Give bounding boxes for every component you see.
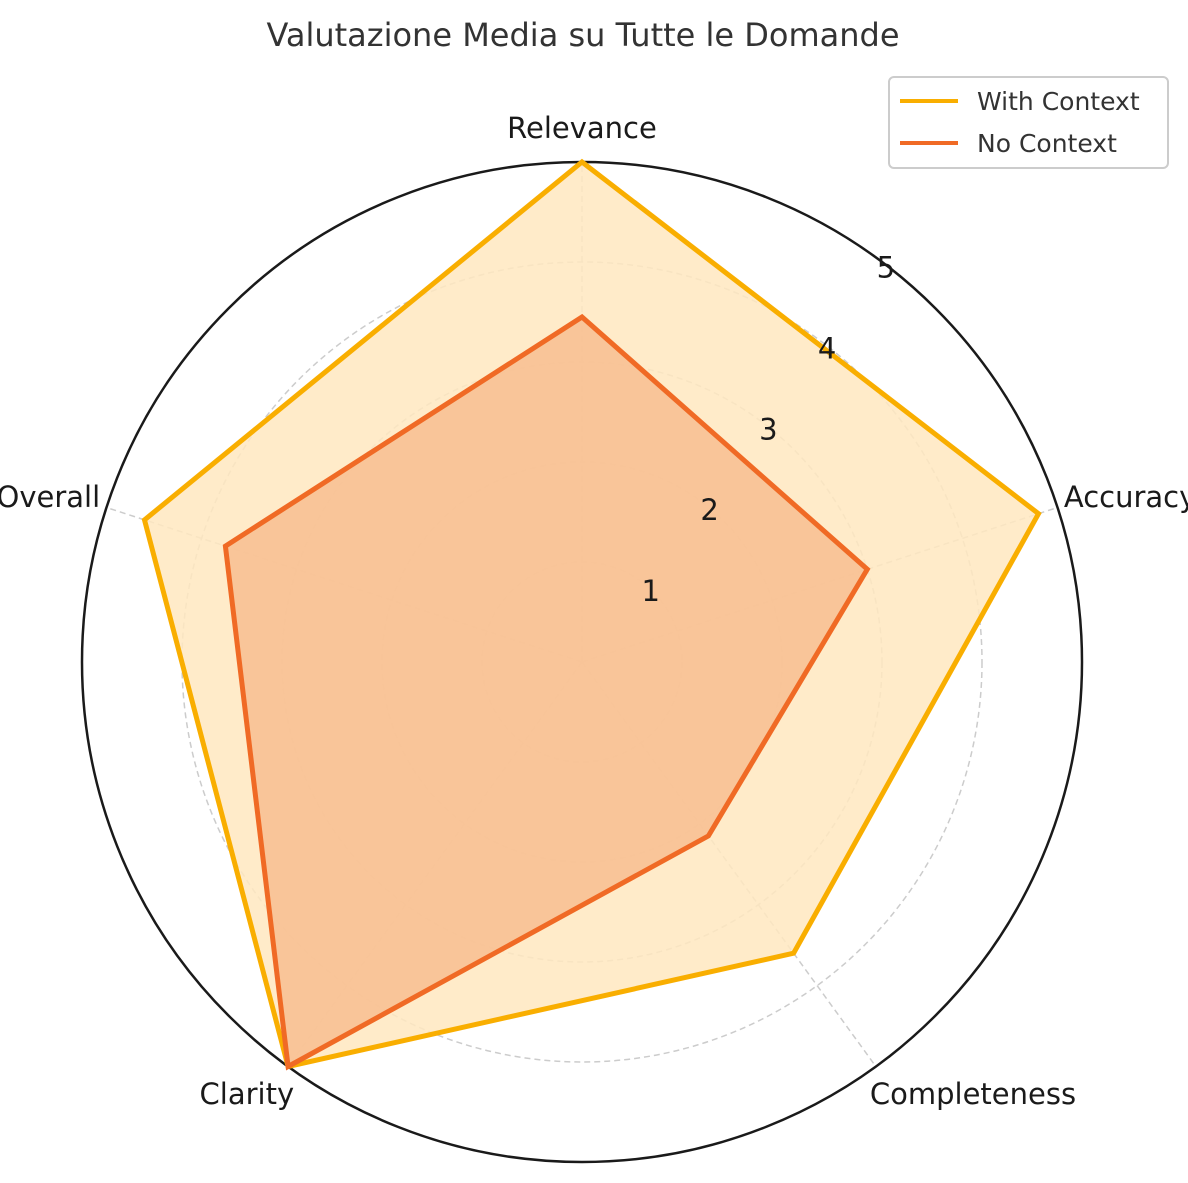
radar-series [141,158,1042,1071]
series-line-with-context [141,158,1042,1070]
series-area-no-context [225,317,868,1067]
radar-labels: Relevance Accuracy Completeness Clarity Over… [0,111,1188,1111]
chart-title: Valutazione Media su Tutte le Domande [266,16,899,54]
radial-tick-5: 5 [877,250,895,284]
axis-label-relevance: Relevance [507,111,657,145]
legend-label-with-context: With Context [977,87,1140,116]
axis-label-completeness: Completeness [870,1077,1076,1111]
radial-tick-4: 4 [818,331,836,365]
legend: With Context No Context [888,76,1169,169]
axis-label-accuracy: Accuracy [1064,480,1188,514]
radial-tick-2: 2 [700,493,718,527]
series-line-no-context [222,313,871,1071]
legend-label-no-context: No Context [977,129,1117,158]
radial-tick-3: 3 [759,412,777,446]
axis-label-clarity: Clarity [200,1077,295,1111]
radial-tick-1: 1 [642,574,660,608]
legend-box [888,76,1169,169]
axis-label-overall: Overall [0,480,100,514]
